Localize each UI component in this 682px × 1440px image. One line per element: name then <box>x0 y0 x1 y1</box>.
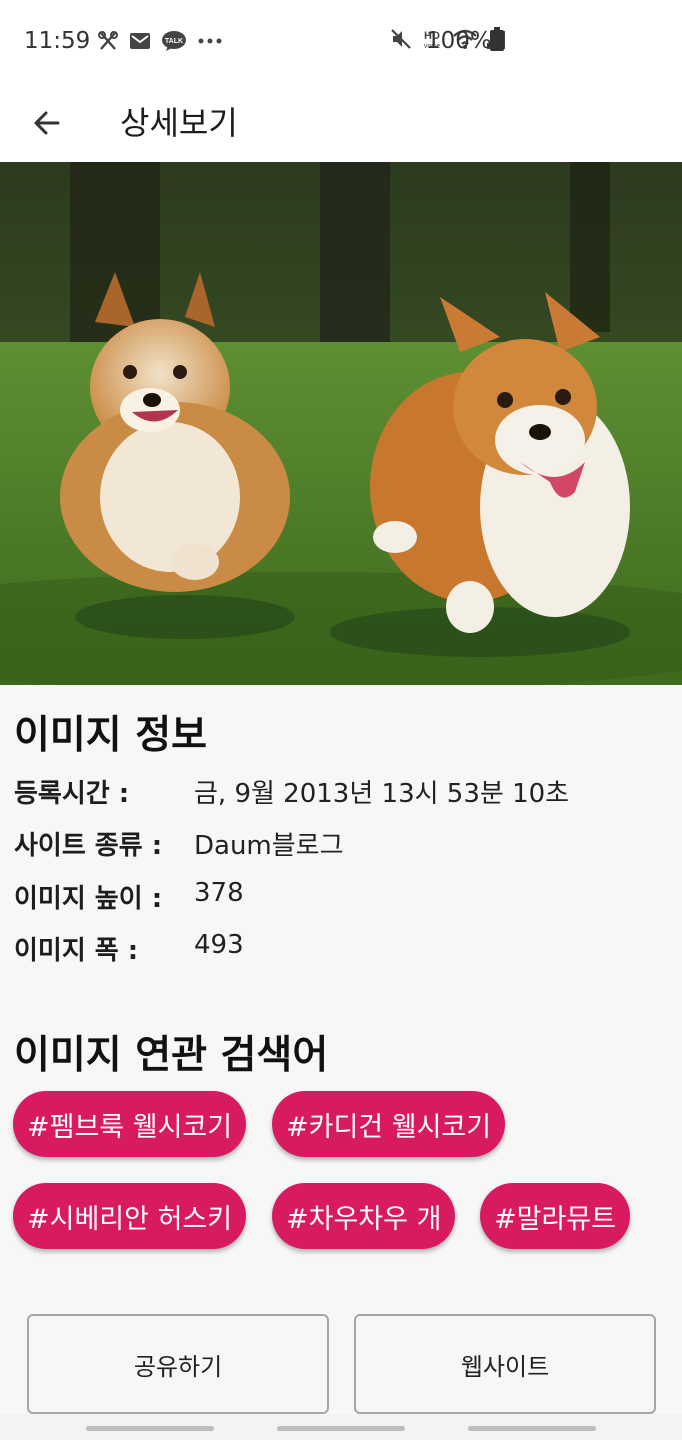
info-row-registered-time: 등록시간 : 금, 9월 2013년 13시 53분 10초 <box>14 773 654 813</box>
page-title: 상세보기 <box>120 104 238 142</box>
back-button[interactable] <box>20 96 74 150</box>
hd-voice-icon: HD voice <box>424 30 440 50</box>
tools-icon <box>98 31 118 50</box>
status-bar: 11:59 TALK HD voice <box>0 0 682 86</box>
info-value: 금, 9월 2013년 13시 53분 10초 <box>194 779 570 809</box>
website-button[interactable]: 웹사이트 <box>354 1314 656 1414</box>
info-row-image-width: 이미지 폭 : 493 <box>14 930 654 970</box>
voice-text: voice <box>424 43 440 50</box>
keyword-chip[interactable]: #카디건 웰시코기 <box>272 1091 506 1157</box>
arrow-left-icon <box>34 111 60 135</box>
kakaotalk-icon-text: TALK <box>165 38 183 45</box>
related-keywords-title: 이미지 연관 검색어 <box>14 1033 329 1078</box>
nav-recents-button[interactable] <box>86 1426 214 1431</box>
battery-percent: 100% <box>426 28 492 54</box>
app-bar: 상세보기 <box>0 86 682 162</box>
info-value: 493 <box>194 930 244 960</box>
mail-icon <box>130 33 150 49</box>
keyword-chip[interactable]: #차우차우 개 <box>272 1183 456 1249</box>
keyword-chip[interactable]: #펨브룩 웰시코기 <box>13 1091 247 1157</box>
info-label: 이미지 폭 : <box>14 936 139 966</box>
keyword-chip[interactable]: #시베리안 허스키 <box>13 1183 247 1249</box>
status-time: 11:59 <box>24 28 91 54</box>
status-notification-icons: TALK <box>97 30 223 52</box>
hd-text: HD <box>424 30 440 42</box>
image-info-title: 이미지 정보 <box>14 713 207 758</box>
info-label: 사이트 종류 : <box>14 831 163 861</box>
info-label: 등록시간 : <box>14 779 130 809</box>
corgi-photo <box>0 162 682 685</box>
system-nav-bar <box>0 1414 682 1440</box>
nav-back-button[interactable] <box>468 1426 596 1431</box>
info-row-image-height: 이미지 높이 : 378 <box>14 878 654 918</box>
nav-home-button[interactable] <box>277 1426 405 1431</box>
info-value: Daum블로그 <box>194 831 344 861</box>
battery-icon <box>490 27 504 51</box>
info-label: 이미지 높이 : <box>14 884 163 914</box>
info-row-site-type: 사이트 종류 : Daum블로그 <box>14 825 654 865</box>
wifi-icon <box>453 29 477 49</box>
more-dots-icon <box>198 38 222 44</box>
mute-icon <box>391 29 411 49</box>
share-button[interactable]: 공유하기 <box>27 1314 329 1414</box>
keyword-chip[interactable]: #말라뮤트 <box>480 1183 630 1249</box>
detail-image <box>0 162 682 685</box>
status-system-icons: HD voice <box>390 28 506 50</box>
info-value: 378 <box>194 878 244 908</box>
kakaotalk-icon: TALK <box>162 31 186 51</box>
